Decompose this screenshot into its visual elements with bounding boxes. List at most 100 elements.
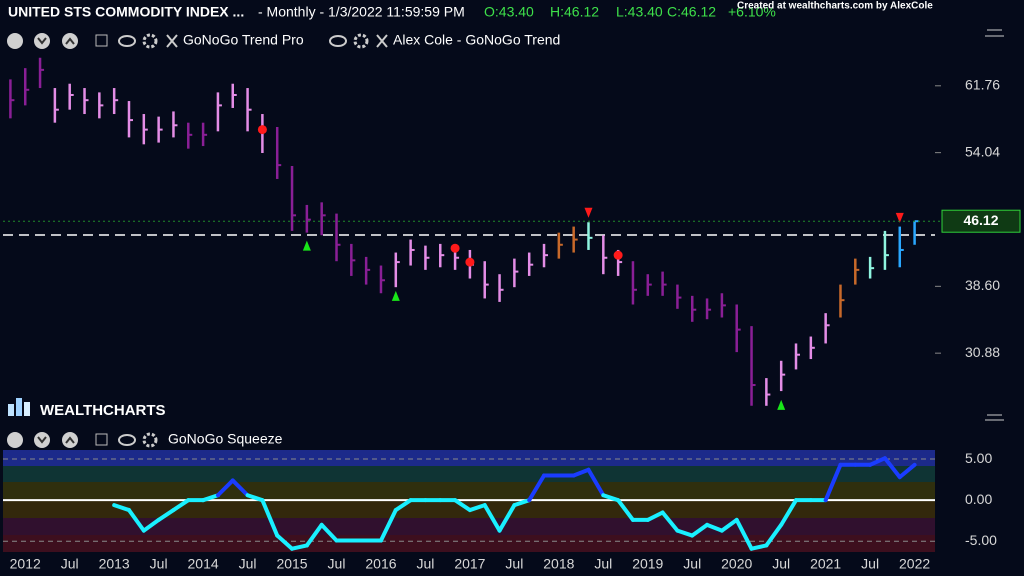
y-tick-label: 0.00 — [965, 491, 992, 507]
toolbar: GoNoGo Squeeze — [7, 431, 283, 448]
oscillator-segment — [453, 498, 472, 513]
quote-low: L:43.40 — [616, 4, 663, 20]
quote-high: H:46.12 — [550, 4, 599, 20]
instrument-title: UNITED STS COMMODITY INDEX ... — [8, 4, 244, 20]
eye-icon[interactable] — [329, 35, 347, 47]
gear-icon[interactable] — [142, 33, 158, 49]
oscillator-segment — [882, 456, 902, 480]
signal-up — [302, 240, 311, 251]
oscillator-segment — [141, 517, 161, 533]
bar-info: - Monthly - 1/3/2022 11:59:59 PM — [258, 4, 465, 20]
close-icon[interactable] — [166, 34, 178, 48]
move-button[interactable] — [7, 432, 23, 448]
oscillator-segment — [171, 498, 191, 513]
oscillator-segment — [497, 503, 517, 533]
x-tick-label: Jul — [594, 556, 612, 572]
y-tick-label: 5.00 — [965, 450, 992, 466]
down-button[interactable] — [34, 432, 50, 448]
move-button[interactable] — [7, 33, 23, 49]
x-tick-label: Jul — [150, 556, 168, 572]
oscillator-segment — [705, 522, 724, 533]
x-tick-label: 2021 — [810, 556, 841, 572]
chevron — [65, 436, 75, 444]
collapse-button[interactable] — [95, 34, 108, 47]
y-tick-label: -5.00 — [965, 532, 997, 548]
credit: Created at wealthcharts.com by AlexCole — [737, 1, 933, 12]
oscillator-segment — [467, 503, 487, 513]
oscillator-segment — [823, 462, 843, 503]
oscillator-segment — [230, 478, 250, 498]
chevron — [37, 436, 47, 444]
oscillator-segment — [126, 508, 146, 533]
toolbar: GoNoGo Trend Pro Alex Cole - GoNoGo Tren… — [7, 32, 560, 49]
oscillator-segment — [319, 522, 339, 543]
band — [3, 535, 935, 552]
quote-change: +6.10% — [728, 4, 776, 20]
signal-down — [895, 212, 904, 223]
oscillator-segment — [201, 493, 220, 503]
x-tick-label: 2013 — [99, 556, 130, 572]
oscillator-segment — [764, 522, 784, 548]
x-tick-label: 2014 — [188, 556, 219, 572]
up-button[interactable] — [62, 33, 78, 49]
oscillator-segment — [868, 456, 887, 467]
oscillator-segment — [779, 498, 799, 527]
x-tick-label: Jul — [861, 556, 879, 572]
gear-icon[interactable] — [142, 432, 158, 448]
oscillator-segment — [660, 510, 680, 533]
oscillator-segment — [616, 498, 635, 522]
x-tick-label: 2012 — [10, 556, 41, 572]
x-tick-label: Jul — [683, 556, 701, 572]
oscillator-segment — [260, 498, 280, 538]
oscillator-segment — [482, 503, 502, 533]
down-button[interactable] — [34, 33, 50, 49]
oscillator-segment — [719, 517, 739, 533]
logo-text: WEALTHCHARTS — [40, 402, 166, 419]
chevron — [65, 37, 75, 45]
signal-dot — [450, 243, 460, 253]
eye-icon[interactable] — [118, 35, 136, 47]
oscillator-segment — [527, 473, 547, 503]
close-icon[interactable] — [376, 34, 388, 48]
x-tick-label: Jul — [505, 556, 523, 572]
x-tick-label: Jul — [772, 556, 790, 572]
oscillator-segment — [690, 522, 710, 538]
oscillator-segment — [290, 543, 309, 551]
oscillator-segment — [601, 493, 621, 503]
last-price-label: 46.12 — [963, 212, 998, 228]
indicator-label: GoNoGo Squeeze — [168, 431, 283, 447]
oscillator-segment — [378, 508, 398, 543]
last-price-box — [941, 209, 1021, 233]
band — [3, 482, 935, 500]
oscillator-segment — [393, 498, 413, 513]
y-tick-label: 30.88 — [965, 344, 1000, 360]
oscillator-segment — [749, 543, 769, 551]
logo: WEALTHCHARTS — [8, 398, 166, 419]
signal-dot — [257, 125, 267, 135]
gear-icon[interactable] — [353, 33, 369, 49]
x-tick-label: 2018 — [543, 556, 574, 572]
x-tick-label: Jul — [328, 556, 346, 572]
collapse-button[interactable] — [95, 433, 108, 446]
x-tick-label: Jul — [416, 556, 434, 572]
y-tick-label: 54.04 — [965, 143, 1000, 159]
x-tick-label: 2016 — [365, 556, 396, 572]
x-tick-label: 2017 — [454, 556, 485, 572]
band — [3, 450, 935, 466]
oscillator-segment — [245, 493, 265, 503]
oscillator-segment — [897, 462, 917, 480]
band — [3, 466, 935, 482]
logo-shape — [16, 398, 22, 416]
oscillator-segment — [112, 503, 131, 513]
eye-icon[interactable] — [118, 434, 136, 446]
x-tick-label: Jul — [61, 556, 79, 572]
up-button[interactable] — [62, 432, 78, 448]
quote-open: O:43.40 — [484, 4, 534, 20]
y-tick-label: 38.60 — [965, 277, 1000, 293]
oscillator-segment — [675, 528, 695, 538]
chevron — [37, 37, 47, 45]
oscillator-segment — [571, 467, 591, 478]
signal-dot — [613, 250, 623, 260]
oscillator-segment — [215, 478, 235, 498]
signal-up — [391, 290, 400, 301]
